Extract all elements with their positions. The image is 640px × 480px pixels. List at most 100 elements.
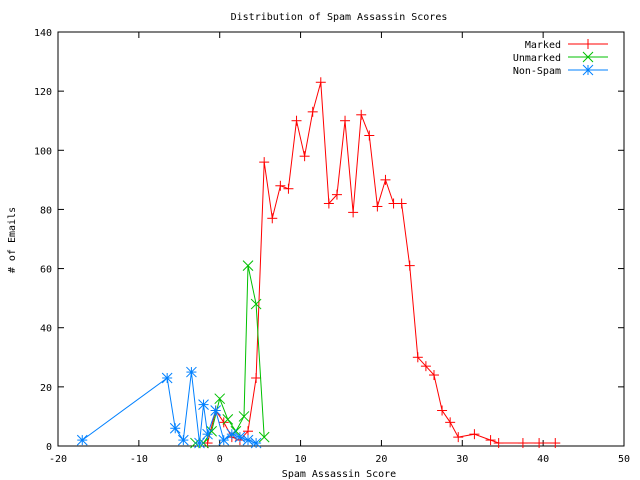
- data-point-marked: [437, 405, 448, 416]
- data-point-marked: [348, 207, 359, 218]
- x-tick-label: 10: [295, 454, 307, 465]
- data-point-marked: [259, 157, 270, 168]
- y-tick-label: 40: [40, 324, 52, 335]
- y-tick: 60: [40, 265, 624, 276]
- data-point-non-spam: [250, 437, 262, 449]
- data-point-non-spam: [194, 437, 205, 449]
- data-point-marked: [323, 198, 334, 209]
- legend-label: Unmarked: [513, 53, 561, 64]
- x-tick-label: -20: [49, 454, 67, 465]
- data-point-marked: [412, 352, 423, 363]
- data-point-marked: [404, 260, 415, 271]
- data-point-marked: [364, 130, 375, 141]
- data-point-non-spam: [226, 428, 238, 440]
- y-tick-label: 120: [34, 87, 52, 98]
- data-point-non-spam: [242, 434, 254, 446]
- data-point-marked: [299, 151, 310, 162]
- data-point-non-spam: [186, 366, 197, 378]
- data-point-marked: [372, 201, 383, 212]
- data-point-marked: [291, 115, 302, 126]
- data-point-marked: [340, 115, 351, 126]
- data-point-non-spam: [76, 434, 88, 446]
- data-point-marked: [534, 438, 545, 449]
- x-tick-label: -10: [130, 454, 148, 465]
- legend: Marked Unmarked Non-Spam: [513, 39, 608, 77]
- y-tick-label: 20: [40, 383, 52, 394]
- x-tick: 40: [537, 32, 549, 465]
- data-point-unmarked: [258, 431, 270, 443]
- y-tick: 140: [34, 28, 624, 39]
- y-tick: 120: [34, 87, 624, 98]
- data-point-marked: [445, 417, 456, 428]
- y-tick-label: 100: [34, 146, 52, 157]
- data-point-marked: [469, 429, 480, 440]
- x-tick-label: 0: [217, 454, 223, 465]
- x-tick: -10: [130, 32, 148, 465]
- data-point-marked: [243, 426, 254, 437]
- x-tick: 50: [618, 32, 630, 465]
- data-point-unmarked: [238, 411, 250, 422]
- x-tick: 10: [295, 32, 307, 465]
- data-point-marked: [267, 213, 278, 224]
- data-point-non-spam: [210, 405, 222, 416]
- legend-marker: [582, 64, 594, 76]
- data-point-marked: [485, 435, 496, 446]
- x-tick: 20: [375, 32, 387, 465]
- y-axis-label: # of Emails: [7, 207, 18, 273]
- data-point-non-spam: [161, 372, 173, 384]
- data-point-marked: [331, 189, 342, 200]
- series-line-unmarked: [195, 265, 265, 444]
- y-tick: 0: [46, 442, 624, 453]
- x-tick-label: 40: [537, 454, 549, 465]
- legend-entry-marked: Marked: [525, 39, 608, 51]
- y-tick-label: 80: [40, 205, 52, 216]
- data-point-marked: [453, 432, 464, 443]
- legend-marker: [582, 51, 594, 63]
- data-point-marked: [315, 77, 326, 88]
- data-point-non-spam: [177, 434, 189, 446]
- data-point-marked: [218, 417, 229, 428]
- y-tick: 40: [40, 324, 624, 335]
- data-point-marked: [380, 174, 391, 185]
- data-point-marked: [307, 106, 318, 117]
- chart-title: Distribution of Spam Assassin Scores: [231, 12, 448, 23]
- data-point-marked: [283, 183, 294, 194]
- data-point-unmarked: [242, 260, 254, 271]
- plot-frame: [57, 31, 625, 447]
- data-point-non-spam: [169, 422, 181, 434]
- data-point-marked: [493, 438, 504, 449]
- data-point-non-spam: [198, 399, 209, 410]
- x-tick: 0: [217, 32, 223, 465]
- data-point-marked: [550, 438, 561, 449]
- data-point-unmarked: [214, 393, 226, 405]
- y-tick: 20: [40, 383, 624, 394]
- x-tick-label: 20: [375, 454, 387, 465]
- data-point-unmarked: [250, 298, 262, 310]
- y-tick-label: 140: [34, 28, 52, 39]
- y-tick: 100: [34, 146, 624, 157]
- legend-entry-non-spam: Non-Spam: [513, 64, 608, 77]
- legend-label: Non-Spam: [513, 66, 561, 77]
- data-point-non-spam: [234, 431, 246, 443]
- x-tick-label: 30: [456, 454, 468, 465]
- data-point-marked: [275, 180, 286, 191]
- y-tick: 80: [40, 205, 624, 216]
- x-tick: 30: [456, 32, 468, 465]
- legend-label: Marked: [525, 40, 561, 51]
- y-tick-label: 0: [46, 442, 52, 453]
- series-non-spam: [76, 366, 262, 449]
- legend-entry-unmarked: Unmarked: [513, 51, 608, 64]
- x-tick: -20: [49, 32, 67, 465]
- data-point-marked: [420, 361, 431, 372]
- x-axis-label: Spam Assassin Score: [282, 469, 396, 480]
- x-tick-label: 50: [618, 454, 630, 465]
- data-point-marked: [517, 438, 528, 449]
- data-point-marked: [251, 372, 262, 383]
- data-point-unmarked: [222, 414, 234, 425]
- series-marked: [194, 77, 561, 449]
- legend-marker: [583, 39, 593, 49]
- data-point-non-spam: [218, 434, 230, 446]
- data-point-non-spam: [202, 428, 213, 440]
- data-point-marked: [356, 109, 367, 120]
